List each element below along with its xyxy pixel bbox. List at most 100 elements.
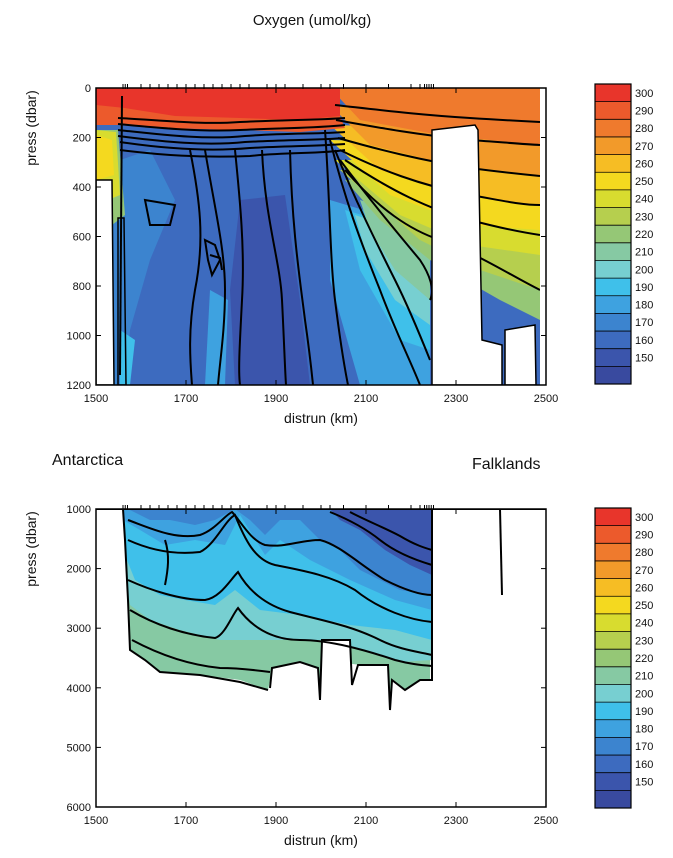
bottom-x-tick-label: 2500 <box>534 815 558 827</box>
colorbar-top: 300 290 280 270 260 250 240 230 220 210 200 190 180 1… <box>594 83 653 385</box>
colorbar-tick-label: 170 <box>635 741 653 753</box>
colorbar-swatch <box>595 578 631 597</box>
right-location-label: Falklands <box>472 456 540 473</box>
colorbar-tick-label: 300 <box>635 88 653 100</box>
colorbar-tick-label: 180 <box>635 724 653 736</box>
top-y-axis-label: press (dbar) <box>23 90 39 165</box>
colorbar-tick-label: 160 <box>635 335 653 347</box>
colorbar-swatch <box>595 313 631 332</box>
colorbar-swatch <box>595 790 631 809</box>
colorbar-swatch <box>595 84 631 103</box>
top-x-tick-label: 2500 <box>534 393 558 405</box>
bottom-seafloor <box>96 509 546 807</box>
colorbar-tick-label: 230 <box>635 211 653 223</box>
top-panel: 1500 1700 1900 2100 2300 2500 0 200 400 600 800 100… <box>23 83 558 426</box>
bottom-y-tick-label: 6000 <box>67 802 91 814</box>
colorbar-tick-label: 300 <box>635 512 653 524</box>
colorbar-tick-label: 280 <box>635 123 653 135</box>
colorbar-bottom: 300 290 280 270 260 250 240 230 220 210 200 190 180 1… <box>594 507 653 809</box>
colorbar-tick-label: 160 <box>635 759 653 771</box>
colorbar-swatch <box>595 295 631 314</box>
colorbar-tick-label: 240 <box>635 194 653 206</box>
colorbar-tick-label: 250 <box>635 176 653 188</box>
top-x-tick-label: 2300 <box>444 393 468 405</box>
figure-title: Oxygen (umol/kg) <box>253 12 371 29</box>
colorbar-tick-label: 270 <box>635 565 653 577</box>
colorbar-tick-label: 200 <box>635 264 653 276</box>
top-darkest-core <box>230 195 310 385</box>
top-bathymetry-mask <box>96 88 546 385</box>
colorbar-tick-label: 290 <box>635 105 653 117</box>
colorbar-tick-label: 260 <box>635 582 653 594</box>
top-y-tick-label: 800 <box>73 281 91 293</box>
bottom-x-tick-label: 1700 <box>174 815 198 827</box>
top-y-tick-label: 600 <box>73 232 91 244</box>
top-x-axis-label: distrun (km) <box>284 410 358 426</box>
top-y-tick-label: 1200 <box>67 380 91 392</box>
colorbar-tick-label: 220 <box>635 229 653 241</box>
colorbar-swatch <box>595 525 631 544</box>
bottom-panel: 1500 1700 1900 2100 2300 2500 1000 2000 3000 4000… <box>23 504 558 848</box>
top-y-tick-label: 1000 <box>67 331 91 343</box>
colorbar-swatch <box>595 366 631 385</box>
colorbar-tick-label: 210 <box>635 671 653 683</box>
bottom-x-tick-label: 2300 <box>444 815 468 827</box>
colorbar-swatch <box>595 613 631 632</box>
colorbar-tick-label: 210 <box>635 247 653 259</box>
top-x-tick-label: 1500 <box>84 393 108 405</box>
colorbar-swatch <box>595 684 631 703</box>
colorbar-swatch <box>595 207 631 226</box>
bottom-seafloor-outline <box>122 509 433 711</box>
colorbar-tick-label: 240 <box>635 618 653 630</box>
bottom-y-tick-label: 4000 <box>67 683 91 695</box>
colorbar-tick-label: 180 <box>635 300 653 312</box>
top-x-tick-label: 2100 <box>354 393 378 405</box>
colorbar-tick-label: 200 <box>635 688 653 700</box>
colorbar-frame <box>594 507 632 809</box>
bottom-x-tick-label: 1500 <box>84 815 108 827</box>
colorbar-tick-label: 280 <box>635 547 653 559</box>
bottom-y-axis-label: press (dbar) <box>23 511 39 586</box>
colorbar-swatch <box>595 119 631 138</box>
colorbar-tick-label: 220 <box>635 653 653 665</box>
top-axes: 1500 1700 1900 2100 2300 2500 0 200 400 600 800 100… <box>23 83 558 426</box>
colorbar-swatch <box>595 136 631 155</box>
bottom-y-tick-label: 2000 <box>67 564 91 576</box>
top-y-tick-label: 400 <box>73 182 91 194</box>
bottom-layer-170 <box>123 509 432 595</box>
colorbar-tick-label: 270 <box>635 141 653 153</box>
top-east-orange <box>330 88 540 145</box>
top-y-tick-label: 200 <box>73 133 91 145</box>
colorbar-swatch <box>595 101 631 120</box>
bottom-contour-lines <box>96 509 546 673</box>
colorbar-swatch <box>595 225 631 244</box>
colorbar-swatch <box>595 331 631 350</box>
colorbar-swatch <box>595 260 631 279</box>
colorbar-tick-label: 190 <box>635 706 653 718</box>
bottom-x-tick-label: 2100 <box>354 815 378 827</box>
top-y-tick-label: 0 <box>85 83 91 95</box>
colorbar-swatch <box>595 242 631 261</box>
colorbar-swatch <box>595 631 631 650</box>
colorbar-tick-label: 290 <box>635 529 653 541</box>
colorbar-swatch <box>595 154 631 173</box>
colorbar-swatch <box>595 719 631 738</box>
bottom-x-tick-label: 1900 <box>264 815 288 827</box>
colorbar-swatch <box>595 172 631 191</box>
colorbar-swatch <box>595 772 631 791</box>
top-x-tick-label: 1900 <box>264 393 288 405</box>
top-contour-field <box>96 88 546 385</box>
colorbar-swatch <box>595 755 631 774</box>
bottom-x-axis-label: distrun (km) <box>284 832 358 848</box>
colorbar-tick-label: 170 <box>635 317 653 329</box>
colorbar-swatch <box>595 543 631 562</box>
bottom-y-tick-label: 5000 <box>67 742 91 754</box>
colorbar-tick-label: 260 <box>635 158 653 170</box>
colorbar-tick-label: 190 <box>635 282 653 294</box>
top-light-blue-west <box>120 330 135 385</box>
colorbar-tick-label: 230 <box>635 635 653 647</box>
top-x-tick-label: 1700 <box>174 393 198 405</box>
colorbar-swatch <box>595 596 631 615</box>
bottom-contour-field <box>96 509 546 807</box>
